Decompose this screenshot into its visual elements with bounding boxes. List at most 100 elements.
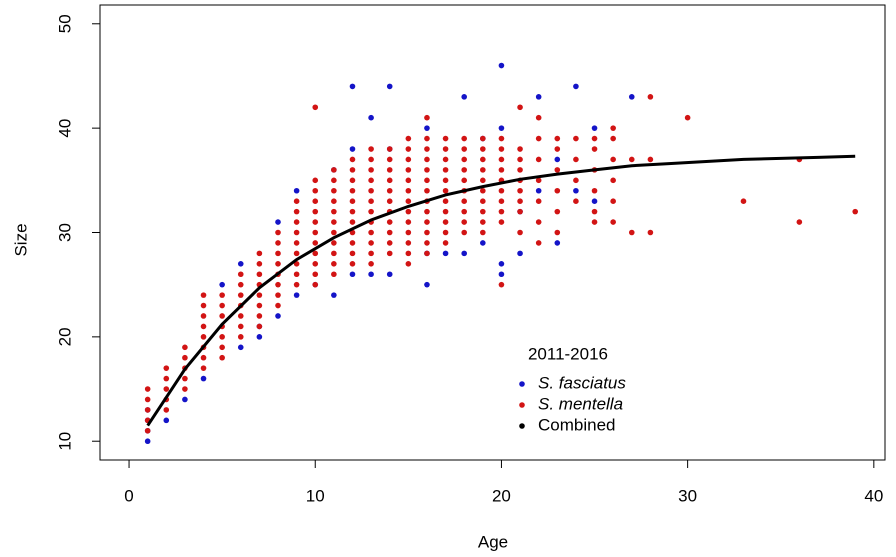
scatter-point: [498, 219, 505, 225]
scatter-point: [535, 135, 542, 142]
scatter-point: [517, 146, 523, 152]
scatter-point: [591, 187, 598, 194]
scatter-point: [200, 313, 207, 319]
legend-label: S. mentella: [538, 394, 623, 413]
scatter-point: [312, 198, 319, 204]
scatter-point: [498, 271, 505, 278]
scatter-point: [200, 292, 207, 298]
scatter-point: [554, 208, 561, 215]
scatter-point: [405, 177, 412, 184]
scatter-point: [200, 302, 207, 309]
y-tick-label: 20: [55, 327, 74, 346]
scatter-point: [535, 187, 542, 194]
scatter-point: [312, 271, 319, 278]
scatter-point: [237, 281, 244, 288]
scatter-point: [144, 407, 151, 413]
scatter-point: [517, 104, 523, 111]
y-tick-label: 40: [55, 119, 74, 138]
scatter-point: [480, 187, 486, 194]
scatter-point: [461, 167, 467, 173]
scatter-point: [219, 292, 225, 298]
scatter-point: [256, 261, 263, 267]
scatter-point: [573, 187, 579, 194]
scatter-point: [461, 198, 467, 204]
scatter-point: [480, 208, 486, 215]
scatter-point: [535, 156, 542, 163]
scatter-point: [573, 177, 579, 184]
scatter-point: [349, 240, 356, 246]
scatter-point: [219, 281, 225, 288]
scatter-point: [461, 135, 467, 142]
scatter-point: [293, 229, 300, 236]
scatter-point: [424, 177, 430, 184]
scatter-point: [368, 167, 374, 173]
y-tick-label: 10: [55, 432, 74, 451]
scatter-point: [312, 240, 319, 246]
scatter-point: [331, 261, 337, 267]
scatter-point: [237, 313, 244, 319]
scatter-point: [182, 344, 188, 351]
scatter-point: [349, 261, 356, 267]
scatter-point: [591, 198, 598, 204]
scatter-point: [591, 125, 598, 131]
scatter-point: [498, 146, 505, 152]
scatter-point: [219, 313, 225, 319]
scatter-point: [461, 94, 467, 100]
scatter-point: [349, 146, 356, 152]
scatter-point: [405, 229, 412, 236]
scatter-point: [610, 135, 616, 142]
scatter-point: [424, 114, 430, 121]
scatter-point: [163, 375, 170, 382]
scatter-point: [256, 313, 263, 319]
scatter-point: [293, 219, 300, 225]
scatter-point: [331, 271, 337, 278]
scatter-point: [386, 146, 393, 152]
scatter-point: [312, 229, 319, 236]
scatter-point: [424, 281, 430, 288]
scatter-point: [591, 146, 598, 152]
scatter-point: [628, 156, 635, 163]
scatter-point: [405, 167, 412, 173]
scatter-point: [517, 198, 523, 204]
scatter-point: [498, 281, 505, 288]
scatter-point: [200, 365, 207, 371]
scatter-point: [591, 219, 598, 225]
scatter-point: [498, 167, 505, 173]
scatter-point: [237, 261, 244, 267]
scatter-point: [275, 292, 281, 298]
scatter-point: [200, 354, 207, 361]
scatter-point: [740, 198, 747, 204]
scatter-point: [349, 156, 356, 163]
scatter-point: [312, 177, 319, 184]
scatter-point: [368, 187, 374, 194]
scatter-point: [331, 198, 337, 204]
scatter-point: [647, 94, 654, 100]
scatter-point: [796, 219, 803, 225]
scatter-point: [200, 375, 207, 382]
scatter-point: [461, 146, 467, 152]
x-tick-label: 30: [678, 486, 697, 505]
scatter-point: [535, 219, 542, 225]
scatter-point: [405, 187, 412, 194]
scatter-point: [144, 438, 151, 445]
scatter-point: [517, 229, 523, 236]
scatter-point: [349, 271, 356, 278]
x-tick-label: 40: [864, 486, 883, 505]
scatter-point: [573, 83, 579, 90]
scatter-point: [349, 83, 356, 90]
scatter-point: [610, 125, 616, 131]
scatter-point: [386, 271, 393, 278]
scatter-point: [368, 156, 374, 163]
y-tick-label: 50: [55, 14, 74, 33]
scatter-point: [293, 250, 300, 257]
scatter-point: [237, 271, 244, 278]
scatter-point: [275, 261, 281, 267]
scatter-point: [144, 427, 151, 434]
scatter-point: [554, 167, 561, 173]
scatter-point: [684, 114, 691, 121]
scatter-point: [461, 219, 467, 225]
scatter-point: [498, 187, 505, 194]
scatter-point: [182, 396, 188, 403]
scatter-point: [461, 208, 467, 215]
scatter-point: [480, 167, 486, 173]
